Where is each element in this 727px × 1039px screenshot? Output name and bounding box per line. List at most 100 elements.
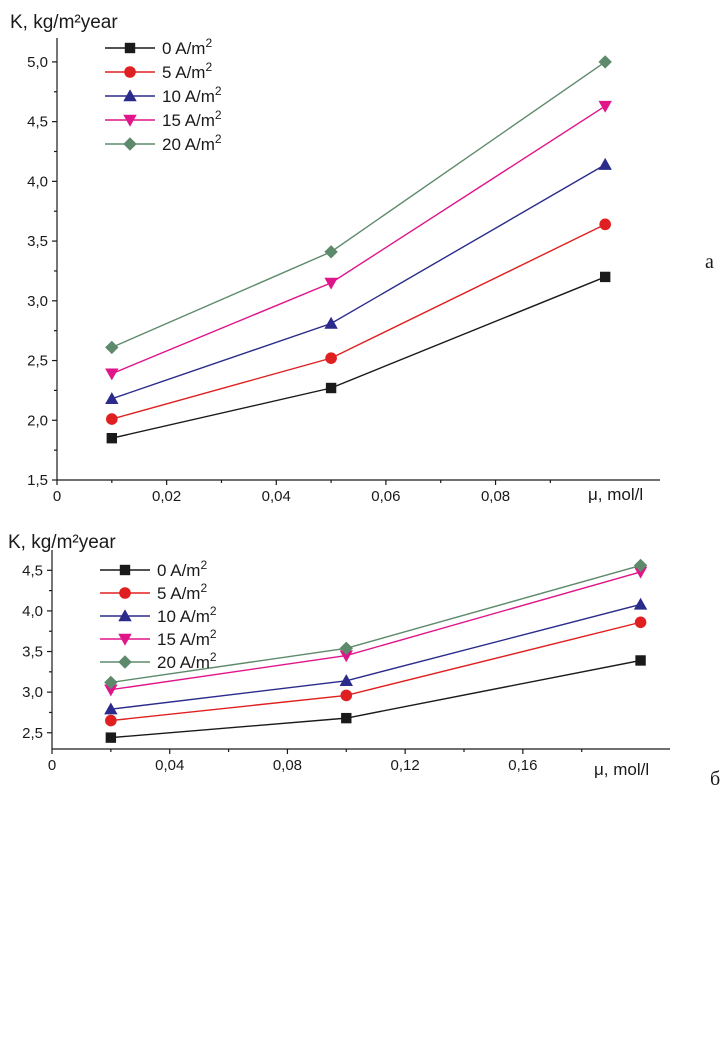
legend-label-sup: 2 <box>215 108 222 122</box>
data-point <box>341 712 352 724</box>
data-point <box>104 702 118 715</box>
legend-entry-5: 20 A/m2 <box>100 650 217 672</box>
legend-label-sup: 2 <box>200 581 207 595</box>
legend-label: 0 A/m2 <box>157 558 207 580</box>
data-point <box>633 566 648 579</box>
y-tick-label: 3,0 <box>22 684 43 701</box>
legend-entry-1: 0 A/m2 <box>105 36 212 58</box>
x-axis-title: μ, mol/l <box>594 760 649 779</box>
series-line-3 <box>111 164 606 400</box>
legend-label-sup: 2 <box>205 60 212 74</box>
legend-marker <box>124 66 136 78</box>
legend-marker <box>124 42 136 54</box>
legend-label: 20 A/m2 <box>162 132 222 154</box>
x-tick-label: 0,08 <box>273 757 302 774</box>
panel-letter: б <box>710 768 720 790</box>
data-point <box>635 655 646 666</box>
x-tick-label: 0,02 <box>152 488 181 505</box>
legend-label: 5 A/m2 <box>157 581 207 603</box>
data-point <box>339 674 353 686</box>
legend-marker <box>119 587 131 599</box>
legend-entry-3: 10 A/m2 <box>100 604 217 626</box>
data-point <box>598 55 612 69</box>
y-tick-label: 4,5 <box>27 114 48 131</box>
legend-entry-3: 10 A/m2 <box>105 84 222 106</box>
legend-label-sup: 2 <box>210 627 217 641</box>
series-line-2 <box>111 223 606 420</box>
x-tick-label: 0,12 <box>391 757 420 774</box>
y-axis-title: K, kg/m²year <box>8 532 116 553</box>
legend-label-text: 10 A/m <box>162 87 215 106</box>
legend-label: 10 A/m2 <box>162 84 222 106</box>
y-tick-label: 3,5 <box>27 233 48 250</box>
x-tick-label: 0,06 <box>371 488 400 505</box>
series-line-1 <box>111 276 606 439</box>
legend-marker <box>123 89 137 102</box>
x-tick-label: 0,08 <box>481 488 510 505</box>
data-point <box>106 432 118 444</box>
legend-entry-1: 0 A/m2 <box>100 558 207 580</box>
legend-label: 0 A/m2 <box>162 36 212 58</box>
legend-marker <box>119 564 131 576</box>
data-point <box>325 382 337 394</box>
chart-panel-1: 0 0,02 0,04 0,06 0,08 1,5 2,0 2,5 3,0 3,5 4,0 4,5 5,… <box>10 12 714 505</box>
legend-label-sup: 2 <box>200 558 207 572</box>
legend-label-sup: 2 <box>215 132 222 146</box>
legend-marker <box>118 609 132 622</box>
data-point <box>106 413 118 425</box>
chart-panel-2: 0 0,04 0,08 0,12 0,16 2,5 3,0 3,5 4,0 4,5 K, kg/m²… <box>8 532 720 790</box>
legend-entry-4: 15 A/m2 <box>105 108 222 130</box>
legend-label: 5 A/m2 <box>162 60 212 82</box>
legend-entry-4: 15 A/m2 <box>100 627 217 649</box>
y-tick-label: 3,5 <box>22 644 43 661</box>
legend-label-text: 15 A/m <box>157 630 210 649</box>
data-point <box>633 597 648 610</box>
legend-label-text: 15 A/m <box>162 111 215 130</box>
y-tick-label: 4,5 <box>22 562 43 579</box>
panel-letter: a <box>705 251 714 273</box>
y-tick-label: 3,0 <box>27 293 48 310</box>
data-point <box>105 340 119 355</box>
y-tick-label: 5,0 <box>27 54 48 71</box>
y-tick-label: 2,0 <box>27 412 48 429</box>
x-tick-label: 0 <box>53 488 61 505</box>
data-point <box>339 650 353 663</box>
y-tick-label: 2,5 <box>22 725 43 742</box>
legend-marker <box>123 114 137 127</box>
legend-entry-2: 5 A/m2 <box>100 581 207 603</box>
data-point <box>340 689 353 702</box>
data-point <box>599 218 611 231</box>
data-point <box>104 684 118 697</box>
legend-label-text: 5 A/m <box>162 63 205 82</box>
data-point <box>105 732 117 743</box>
data-point <box>633 558 648 573</box>
x-tick-label: 0 <box>48 757 56 774</box>
legend-label-text: 10 A/m <box>157 607 210 626</box>
data-point <box>324 316 338 329</box>
legend-entry-5: 20 A/m2 <box>105 132 222 154</box>
legend-marker <box>118 633 132 646</box>
y-tick-label: 1,5 <box>27 472 48 489</box>
legend-label-sup: 2 <box>215 84 222 98</box>
y-tick-label: 4,0 <box>27 173 48 190</box>
x-axis-title: μ, mol/l <box>588 485 643 504</box>
data-point <box>105 368 119 381</box>
data-point <box>324 277 338 290</box>
data-point <box>325 352 337 364</box>
legend-label-sup: 2 <box>210 650 217 664</box>
legend-label-text: 5 A/m <box>157 584 200 603</box>
legend-label-text: 0 A/m <box>157 561 200 580</box>
legend-label: 10 A/m2 <box>157 604 217 626</box>
data-point <box>105 392 119 404</box>
data-point <box>339 641 353 655</box>
y-axis-title: K, kg/m²year <box>10 12 118 33</box>
data-point <box>105 714 117 727</box>
data-point <box>324 245 338 259</box>
data-point <box>598 157 612 170</box>
legend-label-text: 0 A/m <box>162 39 205 58</box>
legend-label: 20 A/m2 <box>157 650 217 672</box>
legend-entry-2: 5 A/m2 <box>105 60 212 82</box>
legend-label: 15 A/m2 <box>157 627 217 649</box>
legend-label-text: 20 A/m <box>162 135 215 154</box>
